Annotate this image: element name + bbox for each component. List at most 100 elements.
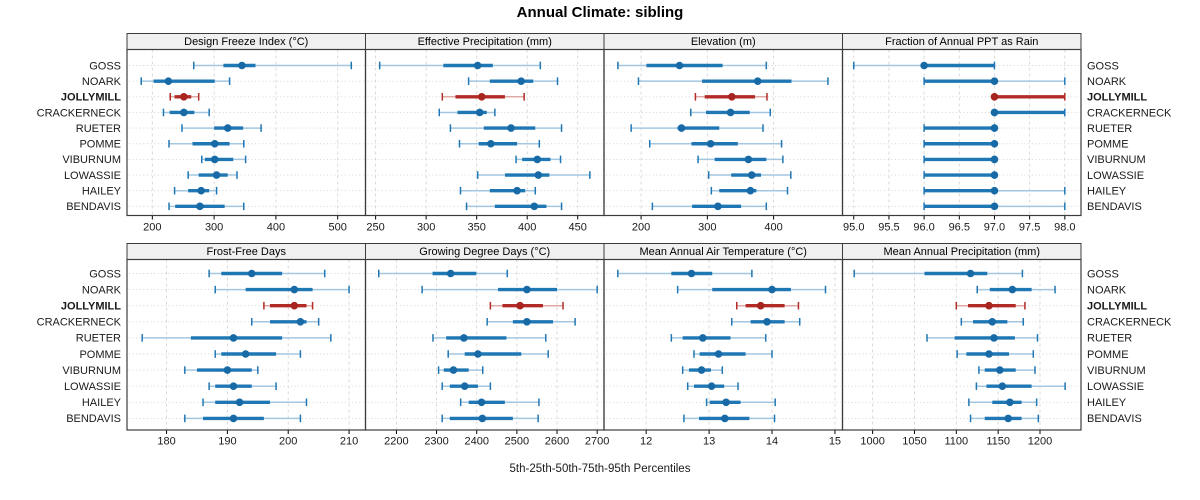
median-dot bbox=[513, 186, 521, 195]
site-label-left-rueter: RUETER bbox=[76, 333, 121, 345]
median-dot bbox=[998, 382, 1007, 391]
tick-label: 300 bbox=[205, 222, 223, 234]
panel-fraction-of-annual-ppt-as-rain: Fraction of Annual PPT as Rain 95.0 95.5 96… bbox=[841, 33, 1082, 234]
percentile-row-hailey bbox=[606, 398, 841, 407]
site-label-left-goss: GOSS bbox=[89, 268, 121, 280]
percentile-row-bendavis bbox=[606, 202, 841, 211]
median-dot bbox=[990, 93, 999, 101]
tick-label: 95.5 bbox=[878, 222, 899, 234]
median-dot bbox=[487, 139, 495, 148]
median-dot bbox=[990, 334, 998, 342]
site-label-right-noark: NOARK bbox=[1087, 284, 1127, 296]
percentile-row-hailey bbox=[606, 186, 841, 195]
median-dot bbox=[474, 350, 482, 358]
median-dot bbox=[235, 398, 244, 407]
panel-design-freeze-index-c: Design Freeze Index (°C) 200 300 400 500 bbox=[126, 33, 367, 234]
panel-title: Design Freeze Index (°C) bbox=[184, 36, 308, 48]
percentile-row-noark bbox=[367, 285, 602, 294]
median-dot bbox=[475, 108, 484, 117]
tick-label: 250 bbox=[366, 222, 384, 234]
site-label-right-rueter: RUETER bbox=[1087, 123, 1132, 135]
percentile-row-jollymill bbox=[844, 301, 1079, 310]
percentile-row-crackerneck bbox=[844, 318, 1079, 326]
site-label-right-bendavis: BENDAVIS bbox=[1087, 413, 1142, 425]
percentile-row-noark bbox=[129, 77, 364, 85]
median-dot bbox=[523, 318, 531, 326]
site-label-left-noark: NOARK bbox=[82, 76, 122, 88]
panel-title: Elevation (m) bbox=[691, 36, 756, 48]
median-dot bbox=[714, 350, 723, 358]
percentile-row-pomme bbox=[129, 139, 364, 148]
median-dot bbox=[756, 301, 765, 310]
tick-label: 12 bbox=[640, 436, 652, 448]
tick-label: 450 bbox=[569, 222, 587, 234]
percentile-row-rueter bbox=[367, 124, 602, 132]
median-dot bbox=[473, 61, 482, 70]
percentile-row-viburnum bbox=[844, 366, 1079, 374]
tick-label: 13 bbox=[703, 436, 715, 448]
site-label-right-goss: GOSS bbox=[1087, 268, 1119, 280]
panel-border bbox=[126, 48, 367, 217]
median-dot bbox=[687, 269, 696, 278]
percentile-row-crackerneck bbox=[367, 108, 602, 117]
percentile-row-viburnum bbox=[606, 155, 841, 164]
tick-label: 15 bbox=[829, 436, 841, 448]
tick-label: 2700 bbox=[585, 436, 609, 448]
median-dot bbox=[241, 350, 250, 358]
percentile-row-lowassie bbox=[129, 382, 364, 391]
tick-label: 200 bbox=[279, 436, 297, 448]
tick-label: 96.5 bbox=[949, 222, 970, 234]
median-dot bbox=[210, 155, 219, 164]
median-dot bbox=[677, 124, 686, 132]
median-dot bbox=[1008, 285, 1017, 294]
median-dot bbox=[1006, 398, 1014, 407]
site-label-left-bendavis: BENDAVIS bbox=[66, 413, 121, 425]
percentile-row-lowassie bbox=[606, 382, 841, 391]
percentile-row-noark bbox=[367, 77, 602, 85]
site-label-left-pomme: POMME bbox=[79, 349, 121, 361]
median-dot bbox=[996, 366, 1004, 374]
panel-border bbox=[126, 258, 367, 431]
panel-title: Mean Annual Precipitation (mm) bbox=[883, 246, 1040, 258]
median-dot bbox=[196, 202, 204, 211]
median-dot bbox=[990, 186, 999, 195]
median-dot bbox=[966, 269, 975, 278]
median-dot bbox=[449, 366, 458, 374]
percentile-row-noark bbox=[129, 285, 364, 294]
site-label-right-lowassie: LOWASSIE bbox=[1087, 170, 1144, 182]
median-dot bbox=[223, 366, 232, 374]
percentile-row-jollymill bbox=[844, 93, 1079, 101]
percentile-row-rueter bbox=[844, 124, 1079, 132]
percentile-row-noark bbox=[606, 77, 841, 85]
panel-border bbox=[841, 258, 1082, 431]
median-dot bbox=[985, 350, 993, 358]
percentile-row-lowassie bbox=[367, 382, 602, 391]
median-dot bbox=[229, 334, 238, 342]
median-dot bbox=[223, 124, 232, 132]
tick-label: 1100 bbox=[944, 436, 968, 448]
percentile-row-jollymill bbox=[129, 301, 364, 310]
tick-label: 400 bbox=[518, 222, 536, 234]
tick-label: 98.0 bbox=[1054, 222, 1075, 234]
tick-label: 14 bbox=[766, 436, 778, 448]
median-dot bbox=[247, 269, 256, 278]
median-dot bbox=[533, 155, 542, 164]
percentile-row-pomme bbox=[129, 350, 364, 358]
tick-label: 200 bbox=[632, 222, 650, 234]
median-dot bbox=[675, 61, 684, 70]
panel-title: Growing Degree Days (°C) bbox=[419, 246, 550, 258]
percentile-caption: 5th-25th-50th-75th-95th Percentiles bbox=[509, 463, 691, 475]
median-dot bbox=[990, 124, 999, 132]
percentile-row-goss bbox=[367, 61, 602, 70]
tick-label: 180 bbox=[157, 436, 175, 448]
median-dot bbox=[180, 93, 188, 101]
median-dot bbox=[212, 171, 221, 179]
percentile-row-crackerneck bbox=[844, 108, 1079, 117]
percentile-row-bendavis bbox=[367, 202, 602, 211]
chart-title: Annual Climate: sibling bbox=[516, 4, 684, 21]
median-dot bbox=[530, 202, 539, 211]
panel-title: Fraction of Annual PPT as Rain bbox=[885, 36, 1038, 48]
site-label-left-viburnum: VIBURNUM bbox=[62, 365, 121, 377]
median-dot bbox=[714, 202, 722, 211]
